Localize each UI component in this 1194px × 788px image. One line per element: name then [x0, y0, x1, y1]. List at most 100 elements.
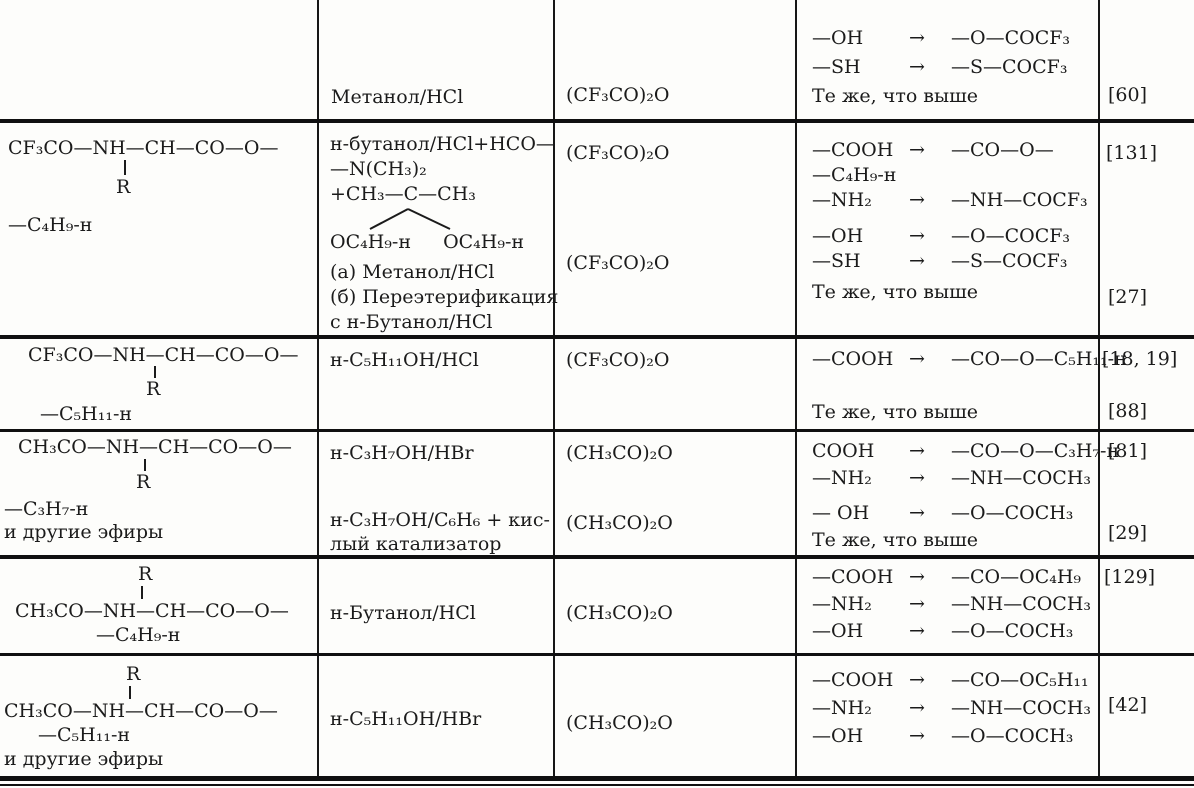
table-rule-horizontal-4	[0, 555, 1194, 559]
transformation-rhs: —O—COCF₃	[951, 225, 1071, 247]
transformation-rhs: —CO—OC₄H₉	[951, 566, 1082, 588]
reference-citation: [60]	[1108, 82, 1147, 108]
alcohol-option-b-cont: с н-Бутанол/HCl	[330, 311, 493, 333]
alcohol-reagent: н-C₅H₁₁OH/HBr	[330, 706, 481, 732]
r-substituent-label: R	[126, 663, 141, 685]
table-rule-vertical-4	[1098, 0, 1100, 778]
reference-text: [27]	[1108, 286, 1148, 308]
compound-cell: CH₃CO—NH—CH—CO—O— R —C₃H₇-н и другие эфи…	[4, 436, 292, 544]
table-rule-horizontal-5	[0, 653, 1194, 656]
arrow-icon: →	[909, 593, 925, 615]
transformations-cell: COOH → —CO—O—C₃H₇-н —NH₂ → —NH—COCH₃ — O…	[812, 438, 1119, 554]
alcohol-reagent-text: н-C₅H₁₁OH/HCl	[330, 349, 479, 371]
arrow-icon: →	[909, 27, 925, 49]
alcohol-option-b: (б) Переэтерификация	[330, 286, 559, 308]
transformation-rhs: —CO—O—C₅H₁₁-н	[951, 348, 1127, 370]
transformation-rhs: —O—COCF₃	[951, 27, 1071, 49]
transformation-lhs: COOH	[812, 440, 875, 462]
reference-citation: [88]	[1108, 398, 1147, 424]
transformations-cell: —COOH → —CO—OC₄H₉ —NH₂ → —NH—COCH₃ —OH →…	[812, 564, 1091, 645]
table-rule-horizontal-bottom-thick	[0, 776, 1194, 781]
transformation-row: —SH → —S—COCF₃	[812, 249, 1088, 274]
alcohol-reagent: н-C₃H₇OH/HBr	[330, 440, 474, 466]
transformation-lhs: —OH	[812, 620, 864, 642]
arrow-icon: →	[909, 697, 925, 719]
arrow-icon: →	[909, 502, 925, 524]
reference-text: [18, 19]	[1102, 348, 1178, 370]
reference-citation: [42]	[1108, 692, 1147, 718]
anhydride-reagent: (CH₃CO)₂O	[566, 600, 673, 626]
transformation-rhs: —NH—COCH₃	[951, 467, 1092, 489]
transformation-row: —NH₂ → —NH—COCH₃	[812, 465, 1119, 492]
table-rule-vertical-2	[553, 0, 555, 778]
alcohol-line: н-бутанол/HCl+HCO—	[330, 133, 555, 155]
anhydride-reagent-text: (CF₃CO)₂O	[566, 252, 670, 274]
reference-text: [60]	[1108, 84, 1148, 106]
transformation-rhs: —NH—COCF₃	[951, 189, 1088, 211]
anhydride-reagent: (CH₃CO)₂O	[566, 710, 673, 736]
r-substituent-label: R	[138, 563, 153, 585]
transformations-cell: —COOH → —CO—OC₅H₁₁ —NH₂ → —NH—COCH₃ —OH …	[812, 666, 1091, 750]
reference-citation: [29]	[1108, 520, 1147, 546]
compound-formula: CH₃CO—NH—CH—CO—O—	[4, 700, 278, 722]
table-rule-horizontal-3	[0, 429, 1194, 432]
other-esters-note: и другие эфиры	[4, 521, 164, 543]
transformations-cell: —OH → —O—COCF₃ —SH → —S—COCF₃ Те же, что…	[812, 24, 1070, 111]
compound-formula: CF₃CO—NH—CH—CO—O—	[8, 137, 279, 159]
butoxy-group: OC₄H₉-н	[330, 231, 412, 253]
transformation-row: —COOH → —CO—O—C₅H₁₁-н	[812, 346, 1127, 372]
alcohol-conditions-cell: н-C₃H₇OH/C₆H₆ + кис- лый катализатор	[330, 508, 550, 556]
alcohol-reagent-text: н-C₅H₁₁OH/HBr	[330, 708, 482, 730]
reference-text: [81]	[1108, 440, 1148, 462]
r-substituent-label: R	[116, 176, 131, 198]
bond-bar	[141, 586, 143, 599]
alcohol-reagent: н-Бутанол/HCl	[330, 600, 476, 626]
same-as-above-note: Те же, что выше	[812, 281, 979, 303]
alcohol-reagent-text: Метанол/HCl	[331, 86, 464, 108]
alcohol-conditions-cell: н-бутанол/HCl+HCO— —N(CH₃)₂ +CH₃—C—CH₃ O…	[330, 132, 558, 335]
anhydride-reagent-text: (CH₃CO)₂O	[566, 512, 673, 534]
transformation-lhs: —NH₂	[812, 593, 872, 615]
alcohol-reagent: Метанол/HCl	[331, 84, 463, 110]
alkyl-chain: —C₄H₉-н	[8, 214, 93, 236]
arrow-icon: →	[909, 467, 925, 489]
arrow-icon: →	[909, 225, 925, 247]
alkyl-chain: —C₃H₇-н	[4, 498, 89, 520]
arrow-icon: →	[909, 56, 925, 78]
transformations-cell: —COOH → —CO—O— —C₄H₉-н —NH₂ → —NH—COCF₃ …	[812, 138, 1088, 305]
transformation-continuation: —C₄H₉-н	[812, 164, 897, 186]
alcohol-reagent-text: н-Бутанол/HCl	[330, 602, 476, 624]
anhydride-reagent-text: (CH₃CO)₂O	[566, 712, 673, 734]
transformation-rhs: —CO—OC₅H₁₁	[951, 669, 1089, 691]
reference-text: [88]	[1108, 400, 1148, 422]
alcohol-reagent-text: н-C₃H₇OH/HBr	[330, 442, 474, 464]
table-rule-horizontal-2	[0, 335, 1194, 339]
transformation-lhs: —COOH	[812, 566, 894, 588]
anhydride-reagent-text: (CF₃CO)₂O	[566, 142, 670, 164]
compound-formula: CF₃CO—NH—CH—CO—O—	[28, 344, 299, 366]
transformation-lhs: —SH	[812, 250, 861, 272]
compound-formula: CH₃CO—NH—CH—CO—O—	[15, 600, 289, 622]
transformation-row: —SH → —S—COCF₃	[812, 53, 1070, 82]
reference-text: [42]	[1108, 694, 1148, 716]
transformation-lhs: —NH₂	[812, 467, 872, 489]
transformation-rhs: —O—COCH₃	[951, 502, 1074, 524]
transformation-lhs: —OH	[812, 725, 864, 747]
compound-cell: R CH₃CO—NH—CH—CO—O— —C₄H₉-н	[10, 562, 289, 647]
transformation-lhs: —SH	[812, 56, 861, 78]
alcohol-reagent: н-C₅H₁₁OH/HCl	[330, 347, 479, 373]
table-rule-horizontal-bottom-thin	[0, 784, 1194, 786]
alcohol-line: —N(CH₃)₂	[330, 158, 427, 180]
arrow-icon: →	[909, 250, 925, 272]
transformation-rhs: —S—COCF₃	[951, 56, 1068, 78]
arrow-icon: →	[909, 669, 925, 691]
anhydride-reagent-text: (CH₃CO)₂O	[566, 602, 673, 624]
transformation-row: — OH → —O—COCH₃	[812, 500, 1119, 527]
anhydride-reagent-text: (CH₃CO)₂O	[566, 442, 673, 464]
alcohol-line: н-C₃H₇OH/C₆H₆ + кис-	[330, 509, 550, 531]
anhydride-reagent: (CF₃CO)₂O	[566, 250, 669, 276]
transformation-lhs: —OH	[812, 225, 864, 247]
anhydride-reagent: (CH₃CO)₂O	[566, 510, 673, 536]
alkyl-chain: —C₄H₉-н	[96, 624, 181, 646]
